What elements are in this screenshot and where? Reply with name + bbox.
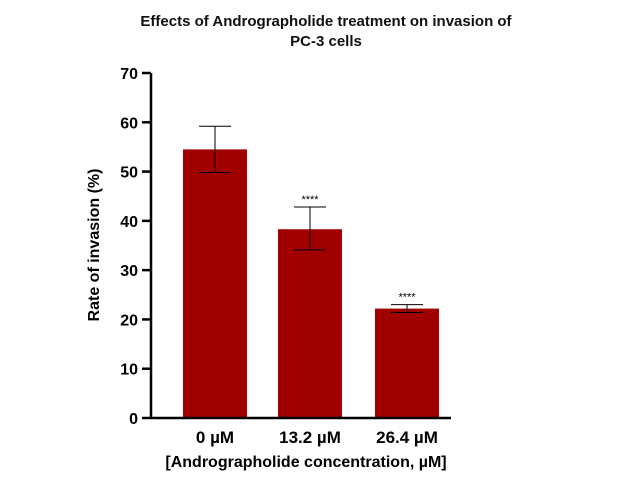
significance-annotations: **** **** bbox=[301, 194, 416, 304]
y-tick-label: 70 bbox=[120, 66, 138, 83]
y-axis-label: Rate of invasion (%) bbox=[86, 169, 103, 322]
significance-label-3: **** bbox=[398, 292, 416, 304]
y-tick-label: 20 bbox=[120, 312, 138, 329]
y-tick-label: 40 bbox=[120, 214, 138, 231]
x-category-label-1: 0 µM bbox=[196, 428, 234, 447]
y-tick-label: 10 bbox=[120, 362, 138, 379]
x-axis-label: [Andrographolide concentration, µM] bbox=[165, 454, 446, 471]
x-category-label-3: 26.4 µM bbox=[376, 428, 438, 447]
y-tick-label: 50 bbox=[120, 165, 138, 182]
bar-3 bbox=[375, 308, 439, 418]
error-bars bbox=[199, 125, 423, 314]
x-category-label-2: 13.2 µM bbox=[279, 428, 341, 447]
y-tick-label: 0 bbox=[129, 411, 138, 428]
bars bbox=[183, 149, 439, 418]
bar-1 bbox=[183, 149, 247, 418]
chart-title-line-2: PC-3 cells bbox=[290, 33, 362, 50]
x-axis-categories: 0 µM 13.2 µM 26.4 µM bbox=[196, 428, 438, 447]
bar-2 bbox=[278, 229, 342, 418]
y-tick-label: 30 bbox=[120, 263, 138, 280]
y-axis-ticks: 0 10 20 30 40 50 60 70 bbox=[120, 66, 151, 428]
y-tick-label: 60 bbox=[120, 115, 138, 132]
significance-label-2: **** bbox=[301, 194, 319, 206]
chart-title-line-1: Effects of Andrographolide treatment on … bbox=[140, 13, 512, 30]
